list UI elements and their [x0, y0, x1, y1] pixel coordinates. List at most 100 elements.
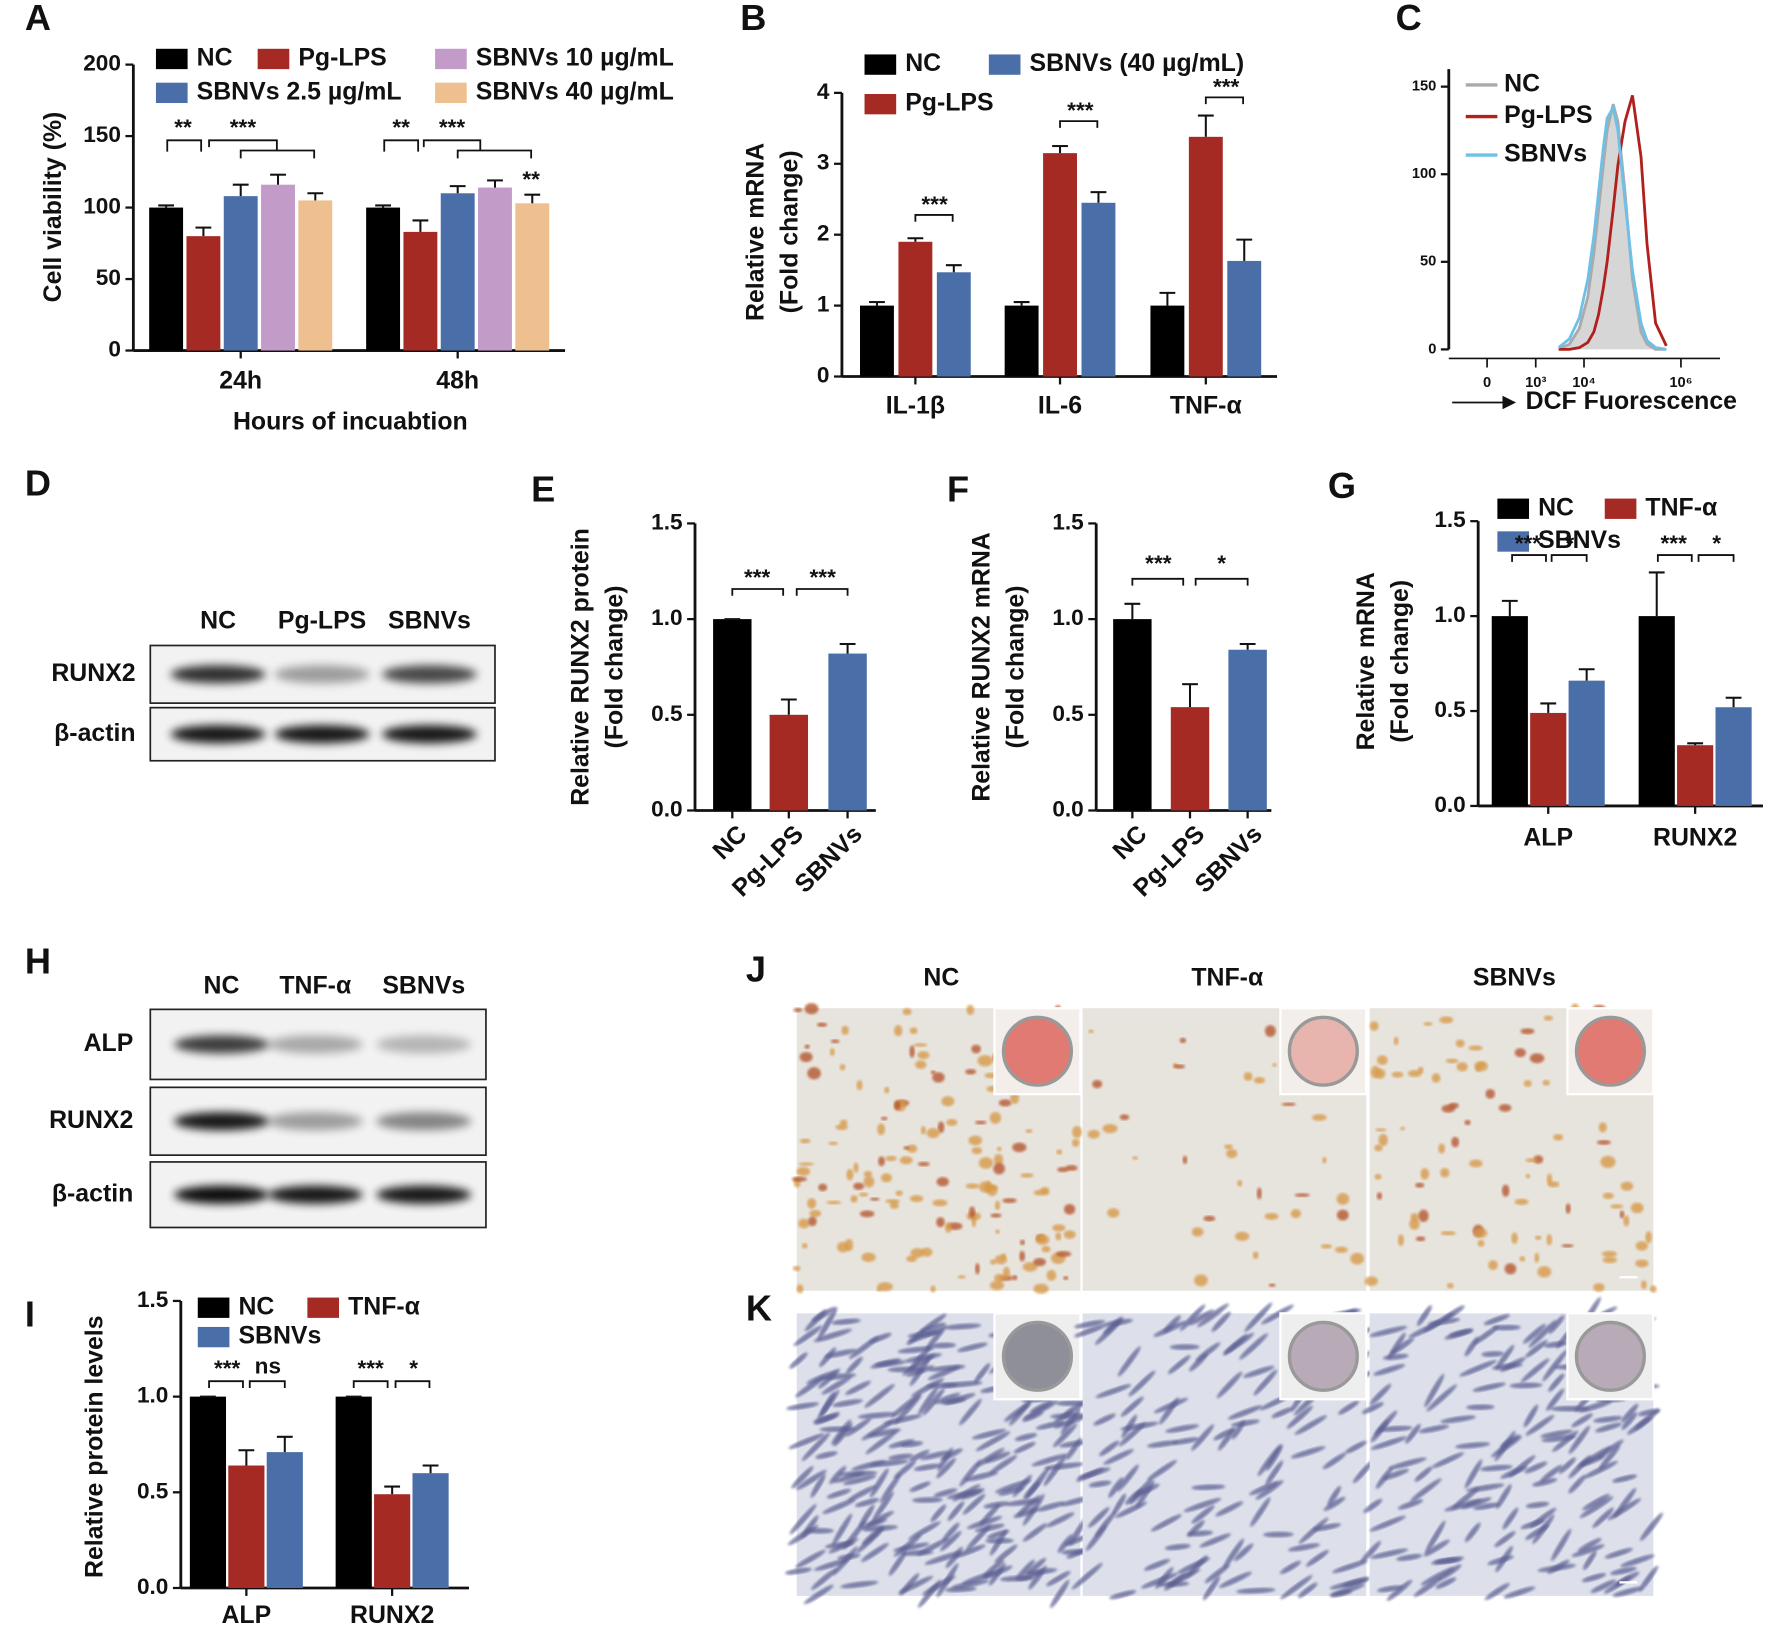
cell	[1438, 1564, 1462, 1581]
stain	[971, 1216, 977, 1228]
stain	[1501, 1184, 1510, 1197]
error-bar	[1648, 571, 1665, 617]
cell	[1185, 1555, 1208, 1578]
cell	[1146, 1440, 1179, 1448]
stain	[1598, 1122, 1607, 1133]
stain	[804, 1003, 819, 1015]
cell	[975, 1431, 1011, 1452]
cell	[1095, 1384, 1132, 1398]
cell	[869, 1459, 909, 1467]
bar	[515, 203, 550, 351]
cell	[1546, 1388, 1565, 1411]
cell	[1055, 1400, 1090, 1407]
error-bar	[1197, 114, 1214, 137]
cell	[1418, 1424, 1450, 1434]
cell	[824, 1349, 858, 1358]
cell	[926, 1325, 947, 1350]
stain	[799, 1051, 813, 1063]
panel-letter: K	[746, 1288, 772, 1329]
cell	[1298, 1517, 1329, 1545]
cell	[1508, 1455, 1536, 1478]
cell	[1121, 1414, 1138, 1439]
cell	[1236, 1587, 1276, 1594]
cell	[1550, 1405, 1590, 1412]
cell	[906, 1365, 935, 1377]
stain	[1020, 1173, 1034, 1178]
cell	[1117, 1346, 1141, 1377]
blot-band	[170, 665, 266, 684]
stain	[1602, 1256, 1618, 1264]
stain	[1525, 1158, 1538, 1163]
stain	[1511, 1232, 1518, 1244]
stain	[808, 1216, 817, 1227]
stain	[1469, 1159, 1483, 1168]
cell	[1297, 1582, 1318, 1598]
y-tick-label: 0.5	[1052, 701, 1083, 726]
cell	[1191, 1424, 1215, 1451]
bar	[1715, 707, 1752, 806]
legend-label: TNF-α	[348, 1292, 421, 1320]
error-bar	[1236, 238, 1253, 261]
cell	[1088, 1480, 1112, 1488]
significance-bracket	[731, 588, 785, 596]
bar	[335, 1396, 372, 1588]
cell	[1479, 1464, 1513, 1472]
cell	[1074, 1320, 1106, 1329]
stain	[889, 1201, 899, 1209]
cell	[1249, 1481, 1279, 1496]
legend-swatch	[864, 93, 897, 115]
stain	[920, 1126, 926, 1135]
bar	[1677, 745, 1714, 806]
stain	[1498, 1104, 1512, 1112]
error-bar	[1540, 702, 1557, 713]
significance-label: *	[1712, 531, 1721, 556]
stain	[937, 1121, 945, 1134]
stain	[1369, 1021, 1379, 1031]
cell	[1543, 1341, 1569, 1348]
stain	[1092, 1079, 1103, 1089]
significance-label: ***	[810, 565, 837, 590]
stain	[1264, 1212, 1279, 1220]
significance-label: ***	[230, 115, 257, 140]
cell	[1186, 1530, 1214, 1537]
stain	[1243, 1071, 1253, 1081]
cell	[845, 1356, 863, 1374]
significance-bracket	[1511, 554, 1547, 562]
cell	[985, 1537, 1014, 1544]
significance-label: ***	[357, 1356, 384, 1381]
stain	[993, 1154, 1004, 1166]
cell	[1523, 1404, 1539, 1428]
error-bar	[238, 1449, 255, 1466]
stain	[876, 1287, 882, 1292]
stain	[1593, 1283, 1605, 1292]
legend-swatch	[197, 1297, 230, 1318]
cell	[1262, 1531, 1294, 1538]
cell	[913, 1463, 942, 1471]
cell	[898, 1575, 934, 1594]
stain	[1022, 1262, 1038, 1272]
cell	[867, 1428, 902, 1438]
stain	[1514, 1048, 1526, 1058]
stain	[913, 1043, 928, 1047]
y-tick-label: 1	[817, 292, 830, 317]
bar	[228, 1465, 265, 1588]
stain	[1565, 1203, 1571, 1214]
y-tick-label: 100	[1412, 166, 1437, 182]
cell	[1464, 1336, 1479, 1357]
cell	[1369, 1383, 1392, 1406]
bar	[828, 653, 867, 811]
cell	[1378, 1425, 1413, 1432]
stain	[796, 1166, 811, 1176]
stain	[1107, 1208, 1120, 1218]
cell	[1215, 1501, 1244, 1517]
cell	[1332, 1560, 1368, 1574]
cell	[1525, 1339, 1548, 1358]
stain	[1256, 1187, 1262, 1200]
cell	[1046, 1512, 1075, 1528]
stain	[850, 1195, 858, 1203]
stain	[1033, 1283, 1049, 1294]
cell	[1043, 1455, 1067, 1487]
significance-bracket	[914, 214, 954, 222]
row-label: RUNX2	[49, 1106, 133, 1134]
significance-label: ***	[1660, 531, 1687, 556]
